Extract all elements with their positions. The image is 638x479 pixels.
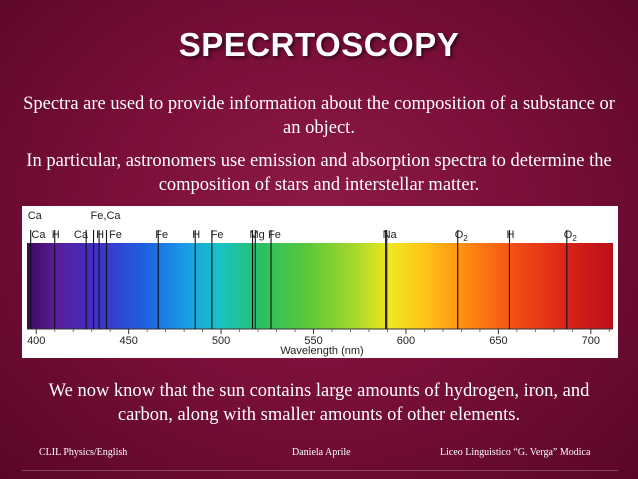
element-label: H [192,229,200,241]
tick-label: 600 [397,335,415,347]
element-label: H [506,229,514,241]
element-label: H [52,229,60,241]
absorption-spectrum-figure: Ca Fe,Ca Ca H Ca H Fe Fe H Fe Mg Fe Na O2 H O2 400 450 50… [22,206,618,358]
element-label: O2 [564,229,578,243]
intro-paragraph: Spectra are used to provide information … [23,94,615,138]
element-label: Ca [28,210,43,222]
element-label: O2 [455,229,469,243]
sun-composition-paragraph: We now know that the sun contains large … [48,381,590,425]
tick-label: 400 [27,335,45,347]
element-label: Fe [109,229,122,241]
footer-course: CLIL Physics/English [39,447,128,458]
element-label: Mg [250,229,265,241]
footer-divider [22,470,618,471]
tick-label: 450 [119,335,137,347]
wavelength-axis-label: Wavelength (nm) [280,345,363,357]
element-label: Fe [155,229,168,241]
footer-author: Daniela Aprile [292,447,351,458]
element-label: Ca [31,229,46,241]
visible-spectrum-band [27,243,613,329]
astronomy-paragraph: In particular, astronomers use emission … [26,151,612,195]
element-label: H [96,229,104,241]
tick-label: 700 [582,335,600,347]
element-label: Fe [268,229,281,241]
slide-title: SPECRTOSCOPY [178,26,460,63]
tick-label: 550 [304,335,322,347]
element-label: Na [383,229,398,241]
element-label: Fe,Ca [91,210,122,222]
element-label: Fe [211,229,224,241]
tick-label: 500 [212,335,230,347]
tick-label: 650 [489,335,507,347]
footer-school: Liceo Linguistico “G. Verga” Modica [440,447,591,458]
element-label: Ca [74,229,89,241]
